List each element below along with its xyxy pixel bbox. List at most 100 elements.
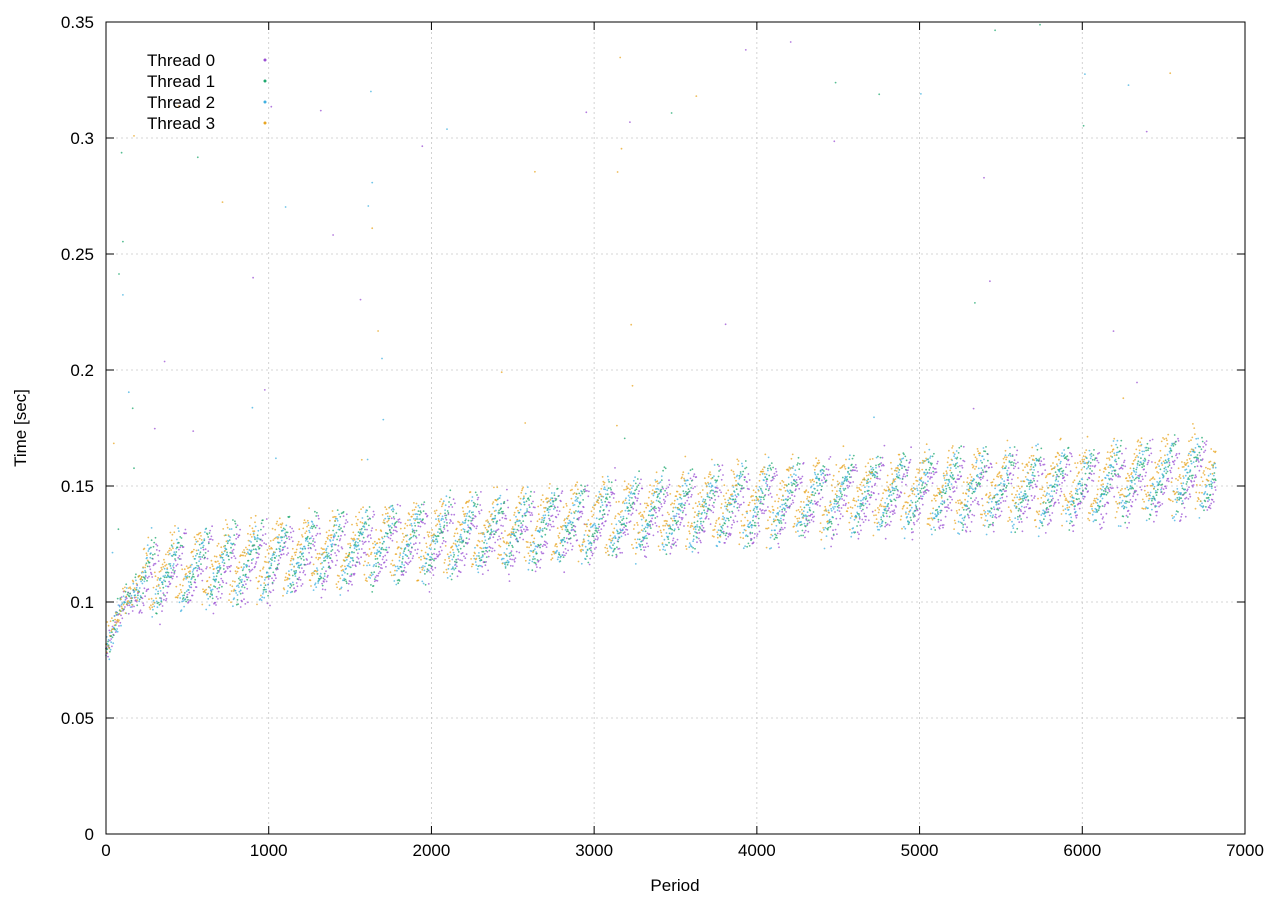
- data-point: [654, 517, 656, 519]
- data-point: [777, 514, 779, 516]
- data-point: [1089, 454, 1091, 456]
- data-point: [311, 556, 313, 558]
- data-point: [1056, 474, 1058, 476]
- data-point: [280, 550, 282, 552]
- data-point: [1145, 475, 1147, 477]
- data-point: [505, 565, 507, 567]
- data-point: [549, 529, 551, 531]
- data-point: [292, 575, 294, 577]
- data-point: [1013, 524, 1015, 526]
- data-point: [841, 494, 843, 496]
- data-point: [503, 552, 505, 554]
- data-point: [759, 531, 761, 533]
- data-point: [798, 476, 800, 478]
- data-point: [794, 483, 796, 485]
- data-point: [585, 546, 587, 548]
- data-point: [1175, 444, 1177, 446]
- data-point: [875, 467, 877, 469]
- data-point: [430, 549, 432, 551]
- data-point: [937, 511, 939, 513]
- data-point: [451, 579, 453, 581]
- data-point: [382, 419, 384, 421]
- data-point: [883, 465, 885, 467]
- data-point: [345, 519, 347, 521]
- data-point: [511, 559, 513, 561]
- data-point: [588, 543, 590, 545]
- data-point: [134, 576, 136, 578]
- data-point: [377, 558, 379, 560]
- data-point: [1027, 503, 1029, 505]
- data-point: [632, 508, 634, 510]
- data-point: [580, 516, 582, 518]
- data-point: [683, 525, 685, 527]
- data-point: [792, 491, 794, 493]
- data-point: [1151, 461, 1153, 463]
- data-point: [606, 489, 608, 491]
- data-point: [868, 519, 870, 521]
- data-point: [966, 504, 968, 506]
- data-point: [587, 485, 589, 487]
- data-point: [1004, 483, 1006, 485]
- data-point: [661, 479, 663, 481]
- data-point: [202, 541, 204, 543]
- data-point: [892, 489, 894, 491]
- data-point: [287, 590, 289, 592]
- data-point: [373, 585, 375, 587]
- data-point: [386, 536, 388, 538]
- data-point: [335, 544, 337, 546]
- data-point: [706, 515, 708, 517]
- data-point: [1012, 464, 1014, 466]
- data-point: [498, 536, 500, 538]
- data-point: [768, 457, 770, 459]
- data-point: [435, 518, 437, 520]
- data-point: [1074, 506, 1076, 508]
- data-point: [252, 407, 254, 409]
- data-point: [585, 553, 587, 555]
- data-point: [450, 504, 452, 506]
- data-point: [703, 521, 705, 523]
- data-point: [666, 492, 668, 494]
- data-point: [630, 506, 632, 508]
- data-point: [1102, 518, 1104, 520]
- data-point: [621, 519, 623, 521]
- data-point: [231, 557, 233, 559]
- data-point: [113, 627, 115, 629]
- data-point: [934, 517, 936, 519]
- data-point: [279, 542, 281, 544]
- data-point: [528, 562, 530, 564]
- data-point: [899, 469, 901, 471]
- data-point: [515, 535, 517, 537]
- data-point: [317, 573, 319, 575]
- data-point: [911, 507, 913, 509]
- data-point: [822, 482, 824, 484]
- data-point: [736, 488, 738, 490]
- data-point: [1139, 464, 1141, 466]
- data-point: [526, 500, 528, 502]
- data-point: [551, 505, 553, 507]
- data-point: [395, 584, 397, 586]
- data-point: [410, 553, 412, 555]
- data-point: [705, 506, 707, 508]
- data-point: [868, 486, 870, 488]
- data-point: [742, 471, 744, 473]
- data-point: [700, 521, 702, 523]
- data-point: [1025, 494, 1027, 496]
- data-point: [363, 537, 365, 539]
- data-point: [211, 595, 213, 597]
- data-point: [442, 532, 444, 534]
- data-point: [691, 494, 693, 496]
- data-point: [529, 506, 531, 508]
- data-point: [289, 587, 291, 589]
- data-point: [313, 538, 315, 540]
- data-point: [1055, 492, 1057, 494]
- data-point: [233, 534, 235, 536]
- data-point: [125, 599, 127, 601]
- data-point: [792, 465, 794, 467]
- data-point: [1007, 474, 1009, 476]
- data-point: [1188, 486, 1190, 488]
- data-point: [623, 516, 625, 518]
- data-point: [254, 566, 256, 568]
- data-point: [220, 597, 222, 599]
- data-point: [900, 492, 902, 494]
- data-point: [877, 478, 879, 480]
